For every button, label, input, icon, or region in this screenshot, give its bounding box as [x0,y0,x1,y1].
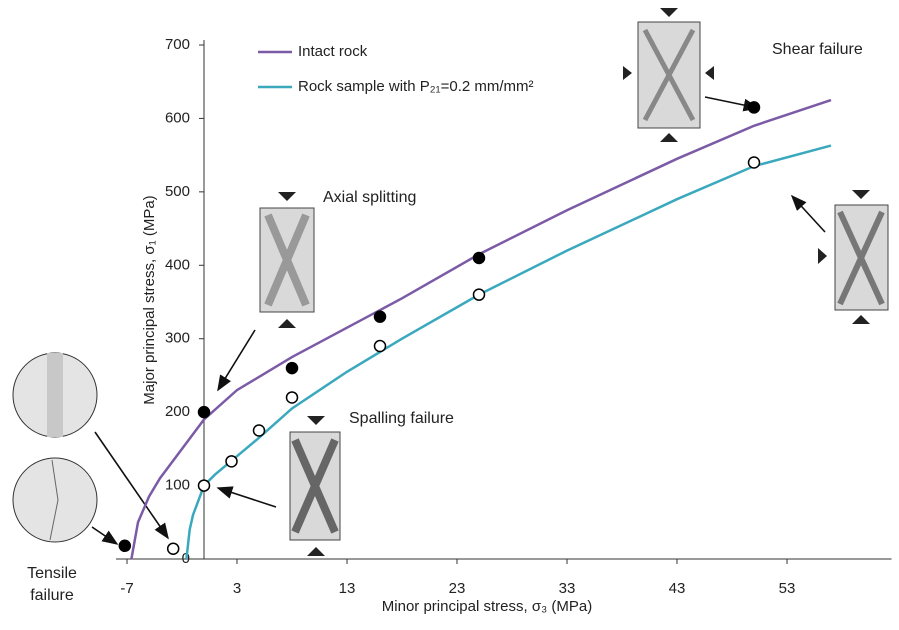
data-point [225,455,238,468]
annotation: Tensile [27,565,77,582]
y-tick-label: 500 [165,183,190,200]
x-tick-label: -7 [120,580,133,597]
series-line [185,144,832,560]
annotation: failure [30,587,74,604]
y-tick-label: 100 [165,477,190,494]
legend-label: Intact rock [298,43,368,60]
data-point [472,288,486,301]
x-tick-label: 43 [669,580,686,597]
x-tick-label: 13 [339,580,356,597]
data-point [472,251,486,265]
data-point [373,339,387,353]
data-point [747,156,761,169]
arrows [91,96,826,545]
y-tick-label: 400 [165,256,190,273]
data-point [285,391,299,404]
annotation: Shear failure [772,41,863,58]
y-tick-label: 200 [165,403,190,420]
data-point [197,479,211,492]
data-point [285,361,299,375]
data-point [747,101,761,114]
y-axis-label: Major principal stress, σ₁ (MPa) [141,195,158,404]
data-point [118,539,132,553]
annotation: Spalling failure [349,410,454,427]
x-tick-label: 33 [559,580,576,597]
x-axis-label: Minor principal stress, σ₃ (MPa) [382,598,592,615]
x-tick-label: 3 [233,580,241,597]
x-tick-label: 23 [449,580,466,597]
series-line [130,98,832,560]
x-tick-label: 53 [779,580,796,597]
annotation: Axial splitting [323,189,416,206]
y-tick-label: 600 [165,109,190,126]
legend-label: Rock sample with P₂₁=0.2 mm/mm² [298,78,534,95]
sample-images [12,8,889,556]
data-point [252,424,266,437]
y-tick-label: 700 [165,36,190,53]
data-point [197,405,211,419]
data-point [373,310,387,323]
y-tick-label: 300 [165,330,190,347]
data-point [166,542,180,555]
